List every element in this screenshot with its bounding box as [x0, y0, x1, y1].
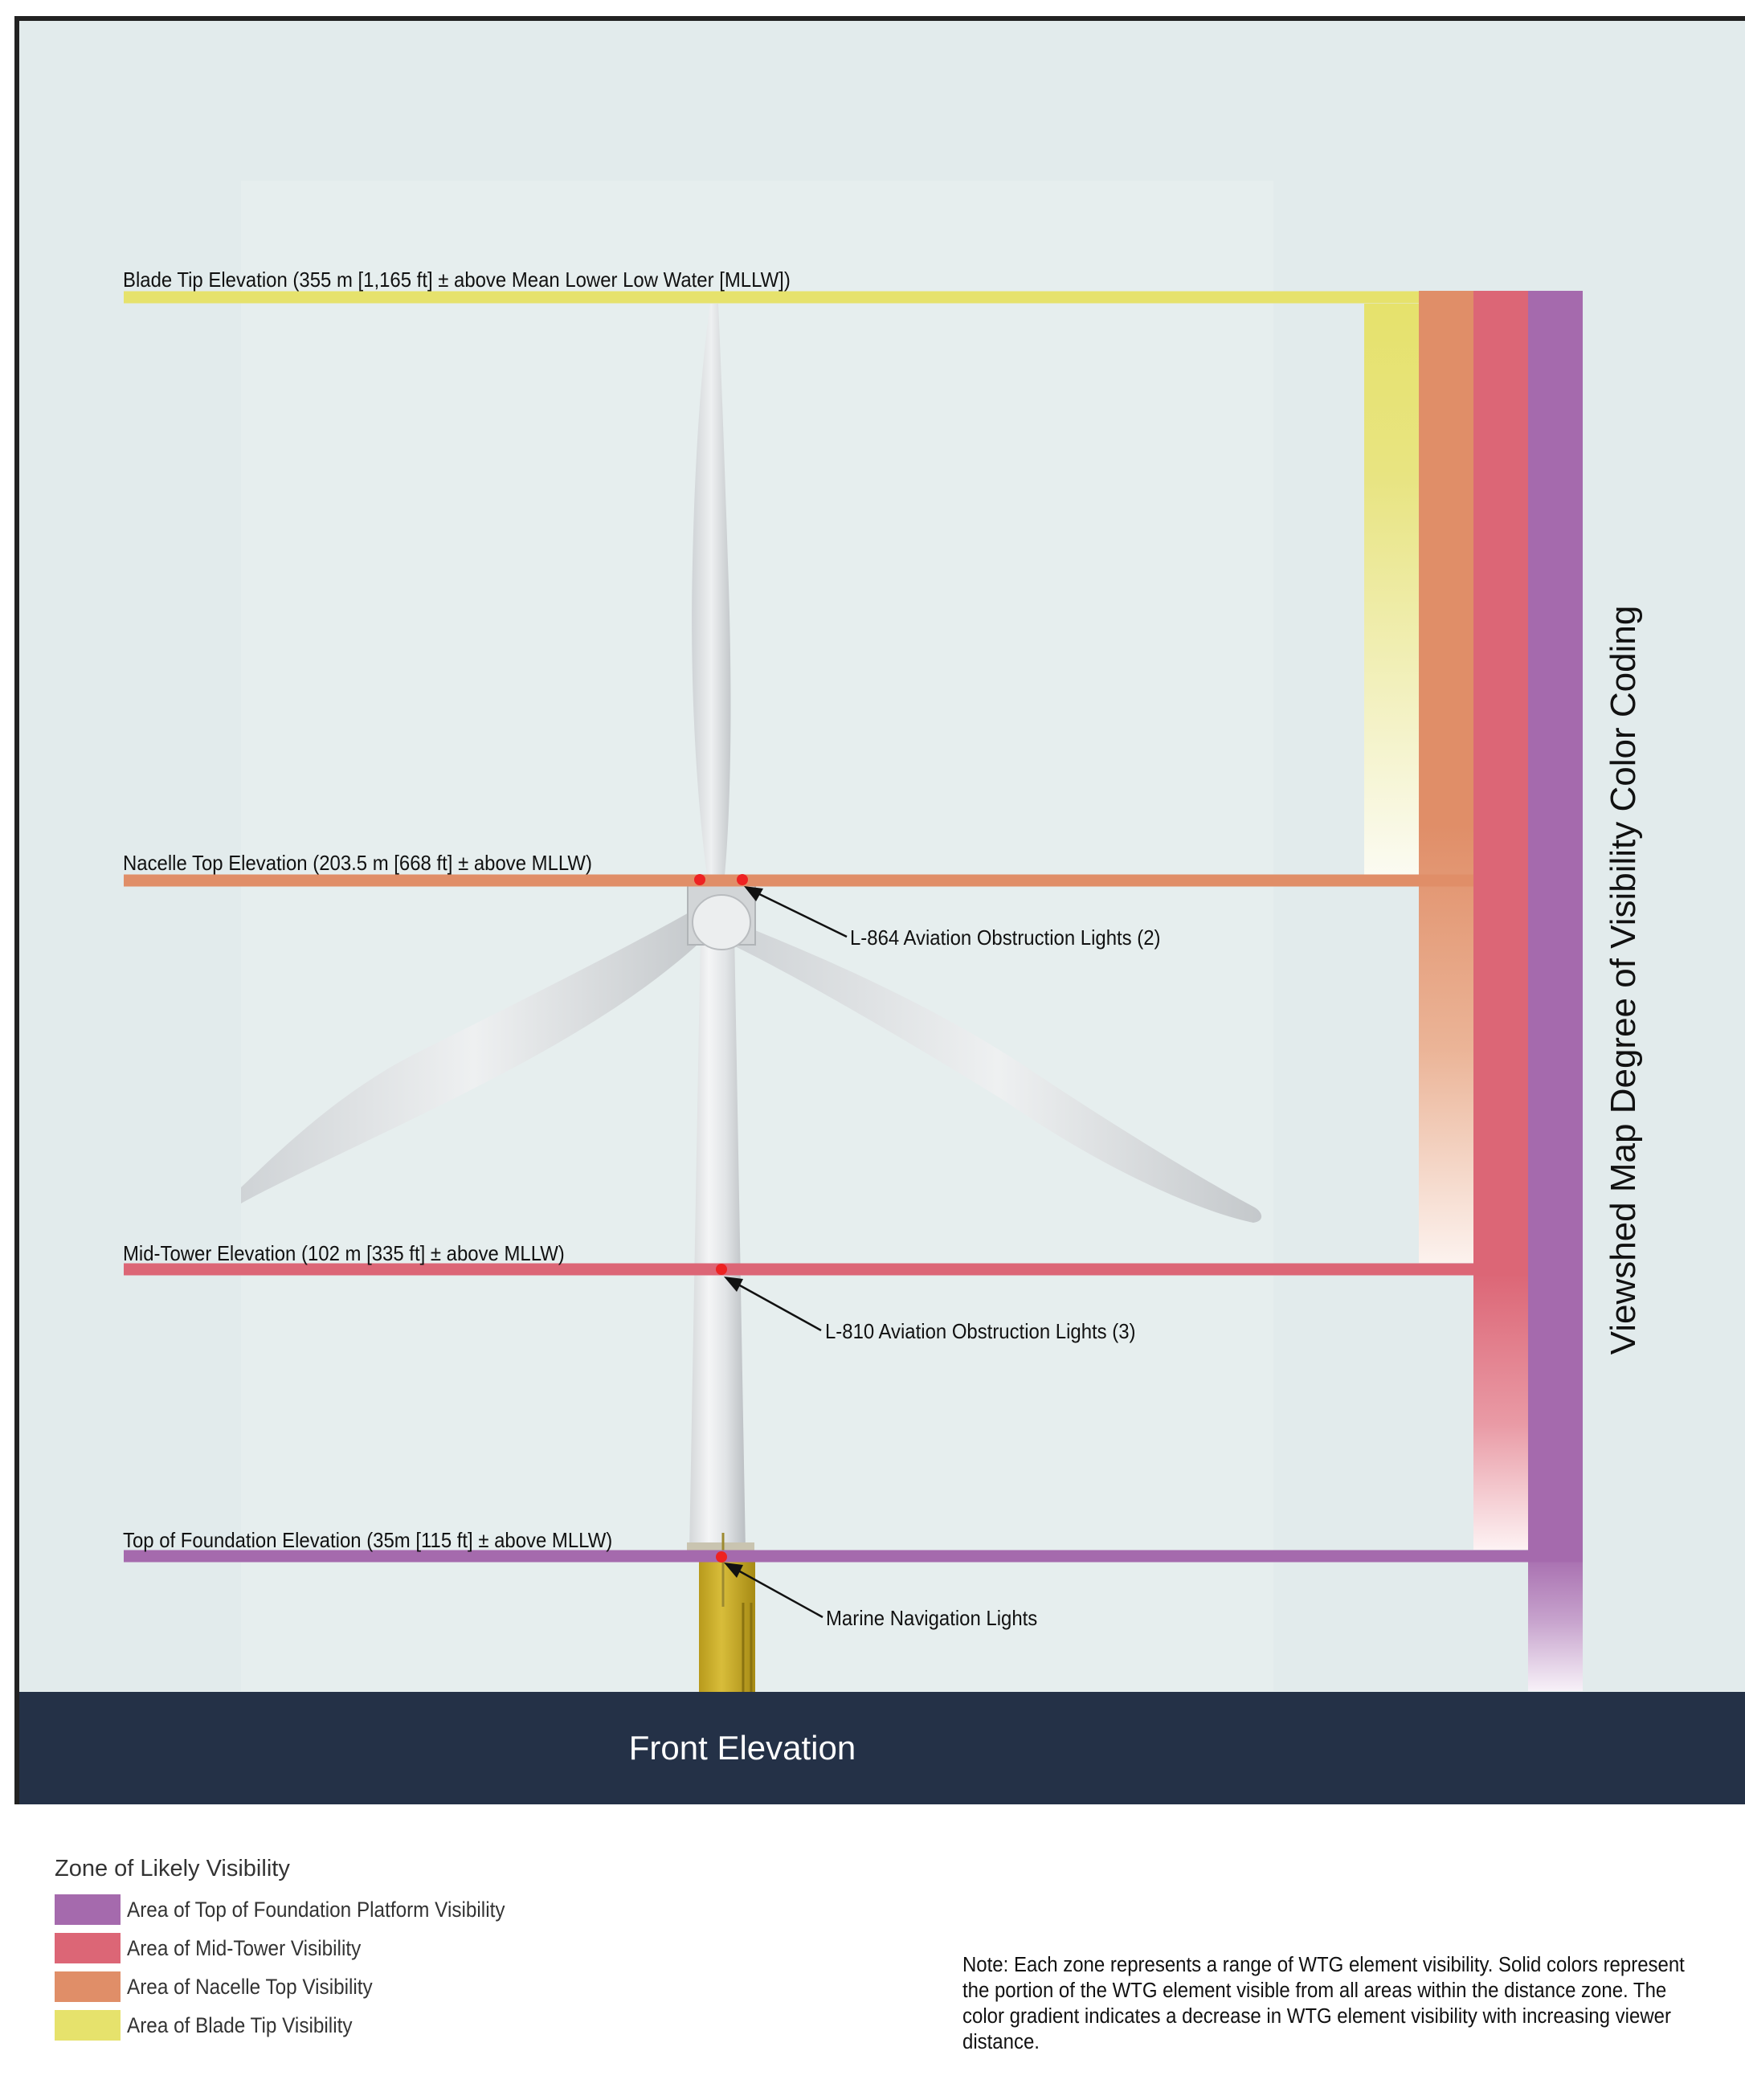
front-elevation-banner: Front Elevation [19, 1692, 1745, 1804]
l810-callout-line [730, 1279, 822, 1332]
l864-light-right [737, 874, 748, 885]
l864-light-left [694, 874, 705, 885]
frame-top-border [14, 16, 1745, 21]
l864-callout-arrowhead [744, 886, 763, 901]
legend-label-foundation: Area of Top of Foundation Platform Visib… [127, 1898, 505, 1922]
l810-callout-arrowhead [724, 1277, 743, 1292]
transition-piece [699, 1552, 755, 1692]
blade-upper [692, 304, 731, 876]
l810-lights-label: L-810 Aviation Obstruction Lights (3) [825, 1319, 1136, 1343]
rotor-hub [692, 894, 751, 950]
frame-left-border [14, 16, 19, 1804]
blade-tip-elevation-label: Blade Tip Elevation (355 m [1,165 ft] ± … [123, 268, 791, 292]
marine-callout-arrowhead [724, 1563, 743, 1578]
marine-light [716, 1551, 727, 1563]
l864-lights-label: L-864 Aviation Obstruction Lights (2) [850, 925, 1161, 950]
marine-callout-line [730, 1565, 823, 1619]
nacelle-visibility-bar [1419, 291, 1473, 1263]
banner-title: Front Elevation [628, 1729, 856, 1767]
foundation-visibility-bar [1528, 291, 1583, 1691]
legend-label-nacelle: Area of Nacelle Top Visibility [127, 1975, 373, 1999]
blade-lower-right [735, 924, 1262, 1223]
visibility-note: Note: Each zone represents a range of WT… [962, 1954, 1685, 2053]
tower-platform-rail [687, 1542, 754, 1550]
turbine-tower [689, 932, 746, 1552]
legend-title: Zone of Likely Visibility [55, 1856, 290, 1881]
blade-lower-left [241, 908, 707, 1203]
legend-swatch-mid-tower [55, 1933, 121, 1963]
mid-tower-elevation-label: Mid-Tower Elevation (102 m [335 ft] ± ab… [123, 1241, 565, 1265]
marine-lights-label: Marine Navigation Lights [826, 1606, 1038, 1630]
legend-swatch-foundation [55, 1894, 121, 1925]
legend-swatch-blade-tip [55, 2010, 121, 2041]
l810-light [716, 1264, 727, 1275]
l864-callout-line [750, 889, 848, 938]
legend-label-blade-tip: Area of Blade Tip Visibility [127, 2013, 353, 2037]
legend-swatch-nacelle [55, 1971, 121, 2002]
mid-tower-visibility-bar [1473, 291, 1528, 1550]
legend-label-mid-tower: Area of Mid-Tower Visibility [127, 1936, 362, 1960]
foundation-elevation-label: Top of Foundation Elevation (35m [115 ft… [123, 1528, 613, 1552]
turbine-elevation-diagram [124, 291, 1583, 1692]
visibility-color-coding-title: Viewshed Map Degree of Visibility Color … [1604, 605, 1643, 1355]
blade-tip-visibility-bar [1364, 304, 1419, 876]
nacelle-elevation-label: Nacelle Top Elevation (203.5 m [668 ft] … [123, 851, 592, 875]
